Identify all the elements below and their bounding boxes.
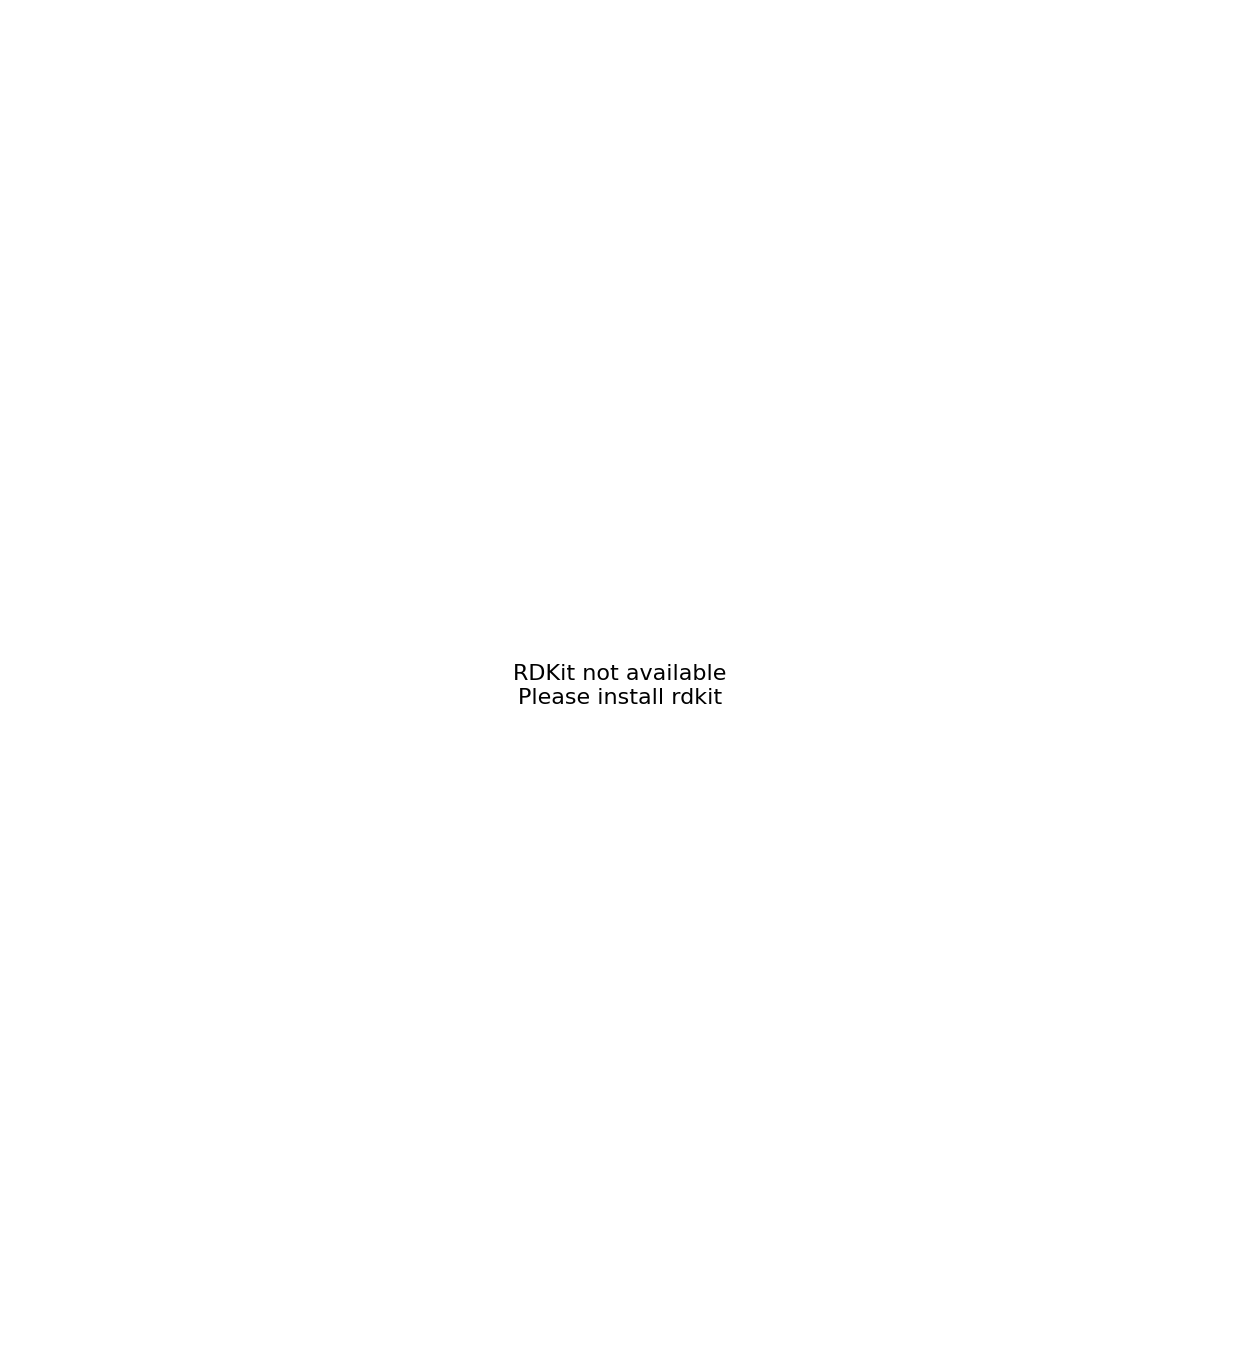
Text: RDKit not available
Please install rdkit: RDKit not available Please install rdkit: [513, 665, 727, 707]
